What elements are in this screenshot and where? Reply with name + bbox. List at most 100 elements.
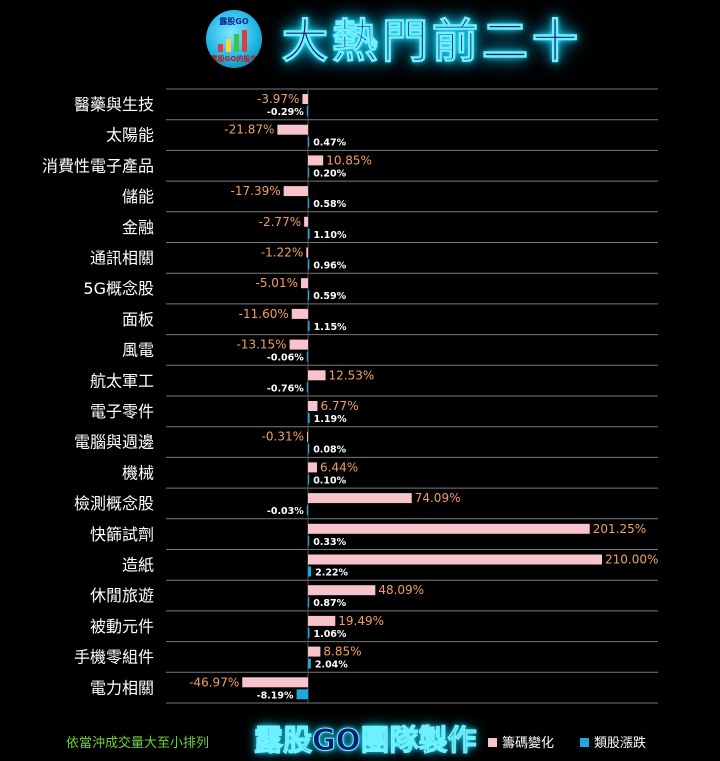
price-value-label: 1.06%	[313, 629, 346, 640]
price-value-label: 0.59%	[313, 291, 346, 302]
header: 露股GO 露股GO的股市 大熱門前二十	[0, 0, 720, 86]
price-bar	[308, 259, 310, 270]
category-label: 造紙	[122, 556, 154, 575]
price-bar	[308, 136, 310, 147]
category-label: 被動元件	[90, 617, 154, 636]
category-label: 通訊相關	[90, 249, 154, 268]
chip-value-label: -46.97%	[189, 675, 239, 689]
chip-value-label: 10.85%	[326, 153, 372, 167]
price-bar	[308, 320, 310, 331]
price-value-label: 0.87%	[313, 598, 346, 609]
legend-swatch-price	[580, 738, 589, 747]
price-bar	[308, 627, 310, 638]
price-bar	[308, 443, 310, 454]
category-label: 太陽能	[106, 126, 154, 145]
category-label: 休閒旅遊	[90, 586, 154, 605]
category-label: 面板	[122, 310, 154, 329]
logo-caption: 露股GO的股市	[210, 55, 258, 63]
price-bar	[308, 228, 310, 239]
chip-value-label: 48.09%	[378, 583, 424, 597]
category-label: 金融	[122, 218, 154, 237]
chip-value-label: 8.85%	[323, 645, 361, 659]
chip-value-label: -1.22%	[261, 246, 303, 260]
legend-item-price: 類股漲跌	[580, 732, 646, 751]
chip-value-label: -21.87%	[224, 123, 274, 137]
price-value-label: 0.58%	[313, 199, 346, 210]
chip-bar	[304, 216, 308, 227]
price-bar	[308, 474, 310, 485]
price-value-label: 0.47%	[313, 138, 346, 149]
legend-swatch-chip	[488, 738, 497, 747]
price-bar	[308, 535, 310, 546]
page-title: 大熱門前二十	[282, 14, 582, 69]
price-value-label: 0.10%	[313, 475, 346, 486]
sort-note: 依當沖成交量大至小排列	[66, 736, 210, 751]
chip-value-label: 74.09%	[415, 491, 461, 505]
category-label: 快篩試劑	[90, 525, 154, 544]
chip-bar	[277, 124, 308, 135]
price-value-label: -0.03%	[267, 506, 304, 517]
chip-bar	[308, 401, 318, 411]
chip-bar	[308, 462, 318, 473]
price-value-label: 1.15%	[314, 322, 347, 333]
chip-value-label: 210.00%	[605, 553, 658, 567]
chip-bar	[291, 308, 308, 319]
chip-bar	[283, 186, 308, 197]
chip-bar	[308, 615, 336, 626]
chart-icon	[218, 30, 250, 52]
price-bar	[306, 382, 308, 393]
price-value-label: 0.08%	[313, 445, 346, 456]
price-value-label: 2.04%	[315, 660, 348, 671]
price-value-label: 0.33%	[313, 537, 346, 548]
price-bar	[308, 597, 310, 608]
category-label: 消費性電子產品	[42, 156, 154, 175]
price-value-label: 0.20%	[313, 168, 346, 179]
chip-value-label: 19.49%	[338, 614, 384, 628]
category-label: 手機零組件	[74, 648, 154, 667]
price-value-label: 1.19%	[314, 414, 347, 425]
chip-bar	[307, 431, 308, 442]
chip-bar	[308, 370, 326, 381]
price-bar	[308, 566, 312, 577]
category-label: 航太軍工	[90, 371, 154, 390]
logo: 露股GO 露股GO的股市	[206, 10, 262, 68]
category-label: 電力相關	[90, 678, 154, 697]
chip-bar	[289, 339, 308, 350]
chip-value-label: -3.97%	[257, 92, 299, 106]
legend-label-price: 類股漲跌	[594, 736, 647, 751]
category-label: 檢測概念股	[74, 494, 154, 513]
legend-item-chip: 籌碼變化	[488, 732, 554, 751]
legend-label-chip: 籌碼變化	[502, 736, 555, 751]
bar-chart: 醫藥與生技 -3.97%-0.29% 太陽能 -21.87% 0.47% 消費性電子產品 1…	[42, 88, 658, 704]
chip-value-label: 6.44%	[320, 460, 358, 474]
chip-bar	[308, 493, 412, 504]
price-bar	[306, 505, 308, 516]
price-bar	[306, 351, 308, 362]
price-bar	[308, 290, 310, 301]
chip-bar	[308, 585, 376, 596]
chip-value-label: -0.31%	[262, 430, 304, 444]
price-bar	[308, 658, 311, 669]
category-label: 電腦與週邊	[74, 433, 154, 452]
price-value-label: -0.76%	[267, 383, 304, 394]
chip-bar	[308, 155, 324, 166]
category-label: 儲能	[122, 187, 154, 206]
price-bar	[308, 198, 310, 209]
chip-bar	[302, 94, 308, 104]
chip-bar	[308, 554, 602, 565]
price-bar	[308, 413, 310, 423]
price-bar	[296, 689, 308, 700]
price-value-label: -0.06%	[267, 353, 304, 364]
chip-bar	[300, 278, 308, 289]
footer-brand: 露股GO團隊製作	[253, 723, 477, 758]
category-label: 醫藥與生技	[74, 95, 154, 114]
chip-bar	[308, 523, 590, 534]
chip-value-label: 6.77%	[320, 399, 358, 413]
chip-bar	[308, 646, 321, 657]
price-value-label: 2.22%	[315, 568, 348, 579]
category-label: 5G概念股	[83, 279, 154, 298]
chip-value-label: -5.01%	[256, 276, 298, 290]
price-value-label: 1.10%	[314, 230, 347, 241]
chip-value-label: -13.15%	[236, 338, 286, 352]
price-bar	[306, 106, 308, 116]
